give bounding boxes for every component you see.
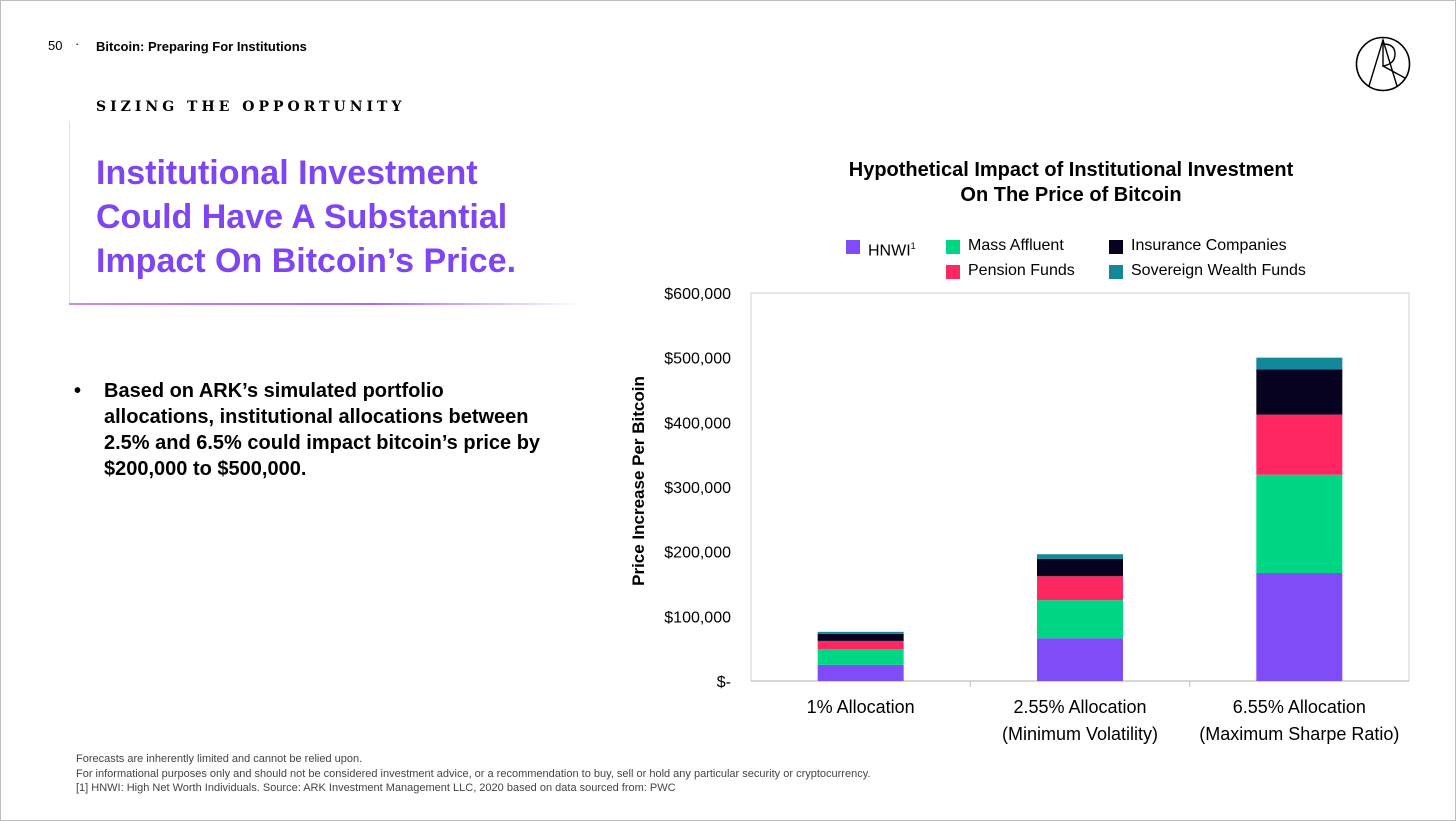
page-number: 50 <box>48 38 63 53</box>
bar-segment-pension-funds <box>1037 576 1123 601</box>
page-title: Institutional Investment Could Have A Su… <box>96 154 517 280</box>
headline-underline <box>69 303 581 305</box>
y-tick-label: $300,000 <box>664 480 731 497</box>
y-tick-label: $500,000 <box>664 351 731 368</box>
bar-segment-sovereign-wealth-funds <box>817 631 904 634</box>
x-tick-label: (Maximum Sharpe Ratio) <box>1199 724 1399 744</box>
bar-segment-insurance-companies <box>1037 558 1123 577</box>
footnote-1: Forecasts are inherently limited and can… <box>76 753 363 765</box>
chart-title: Hypothetical Impact of Institutional Inv… <box>791 158 1351 208</box>
section-kicker: SIZING THE OPPORTUNITY <box>96 99 406 115</box>
legend-swatch-mass-affluent <box>946 240 960 254</box>
bar-segment-sovereign-wealth-funds <box>1256 357 1343 370</box>
key-point-text: Based on ARK’s simulated portfolio alloc… <box>104 380 541 480</box>
deck-title: Bitcoin: Preparing For Institutions <box>96 39 307 54</box>
bar-segment-sovereign-wealth-funds <box>1037 554 1123 559</box>
footnotes: Forecasts are inherently limited and can… <box>76 752 1076 796</box>
x-tick-label: 6.55% Allocation <box>1233 697 1366 717</box>
legend-swatch-hnwi <box>846 240 860 254</box>
bar-segment-mass-affluent <box>1037 600 1123 639</box>
x-tick-label: (Minimum Volatility) <box>1002 724 1158 744</box>
y-tick-label: $100,000 <box>664 609 731 626</box>
header-separator: · <box>75 36 80 51</box>
footnote-2: For informational purposes only and shou… <box>76 767 871 780</box>
legend-label-insurance: Insurance Companies <box>1131 237 1287 254</box>
bar-segment-mass-affluent <box>817 649 904 665</box>
legend-label-pension: Pension Funds <box>968 262 1075 279</box>
headline-frame <box>69 121 582 305</box>
legend-label-hnwi: HNWI <box>868 242 911 260</box>
bar-segment-pension-funds <box>1256 414 1343 475</box>
y-tick-label: $400,000 <box>664 415 731 432</box>
y-tick-label: $- <box>717 674 731 691</box>
stacked-bar-chart: $- $100,000 $200,000 $300,000 $400,000 $500,0… <box>664 286 1410 744</box>
legend-label-sovereign: Sovereign Wealth Funds <box>1131 262 1306 279</box>
bar-segment-insurance-companies <box>817 633 904 641</box>
y-tick-label: $200,000 <box>664 545 731 562</box>
bullet-mark: • <box>74 380 82 402</box>
bar-segment-hnwi <box>1256 573 1343 681</box>
bar-segment-mass-affluent <box>1256 474 1343 574</box>
x-tick-label: 2.55% Allocation <box>1013 697 1146 717</box>
bar-segment-insurance-companies <box>1256 369 1343 415</box>
bar-segment-hnwi <box>817 664 904 681</box>
chart-title-line-2: On The Price of Bitcoin <box>960 184 1182 206</box>
chart-title-line-1: Hypothetical Impact of Institutional Inv… <box>848 159 1294 181</box>
bar-segment-pension-funds <box>817 640 904 650</box>
legend-swatch-pension <box>946 265 960 279</box>
legend-swatch-sovereign <box>1109 265 1123 279</box>
legend-label-mass-affluent: Mass Affluent <box>968 237 1064 254</box>
legend-swatch-insurance <box>1109 240 1123 254</box>
bar-segment-hnwi <box>1037 638 1123 681</box>
ark-logo-icon <box>1355 36 1411 92</box>
x-tick-label: 1% Allocation <box>807 697 915 717</box>
footnote-3: [1] HNWI: High Net Worth Individuals. So… <box>76 782 676 794</box>
legend-footnote-mark: 1 <box>910 241 916 251</box>
y-tick-label: $600,000 <box>664 286 731 303</box>
